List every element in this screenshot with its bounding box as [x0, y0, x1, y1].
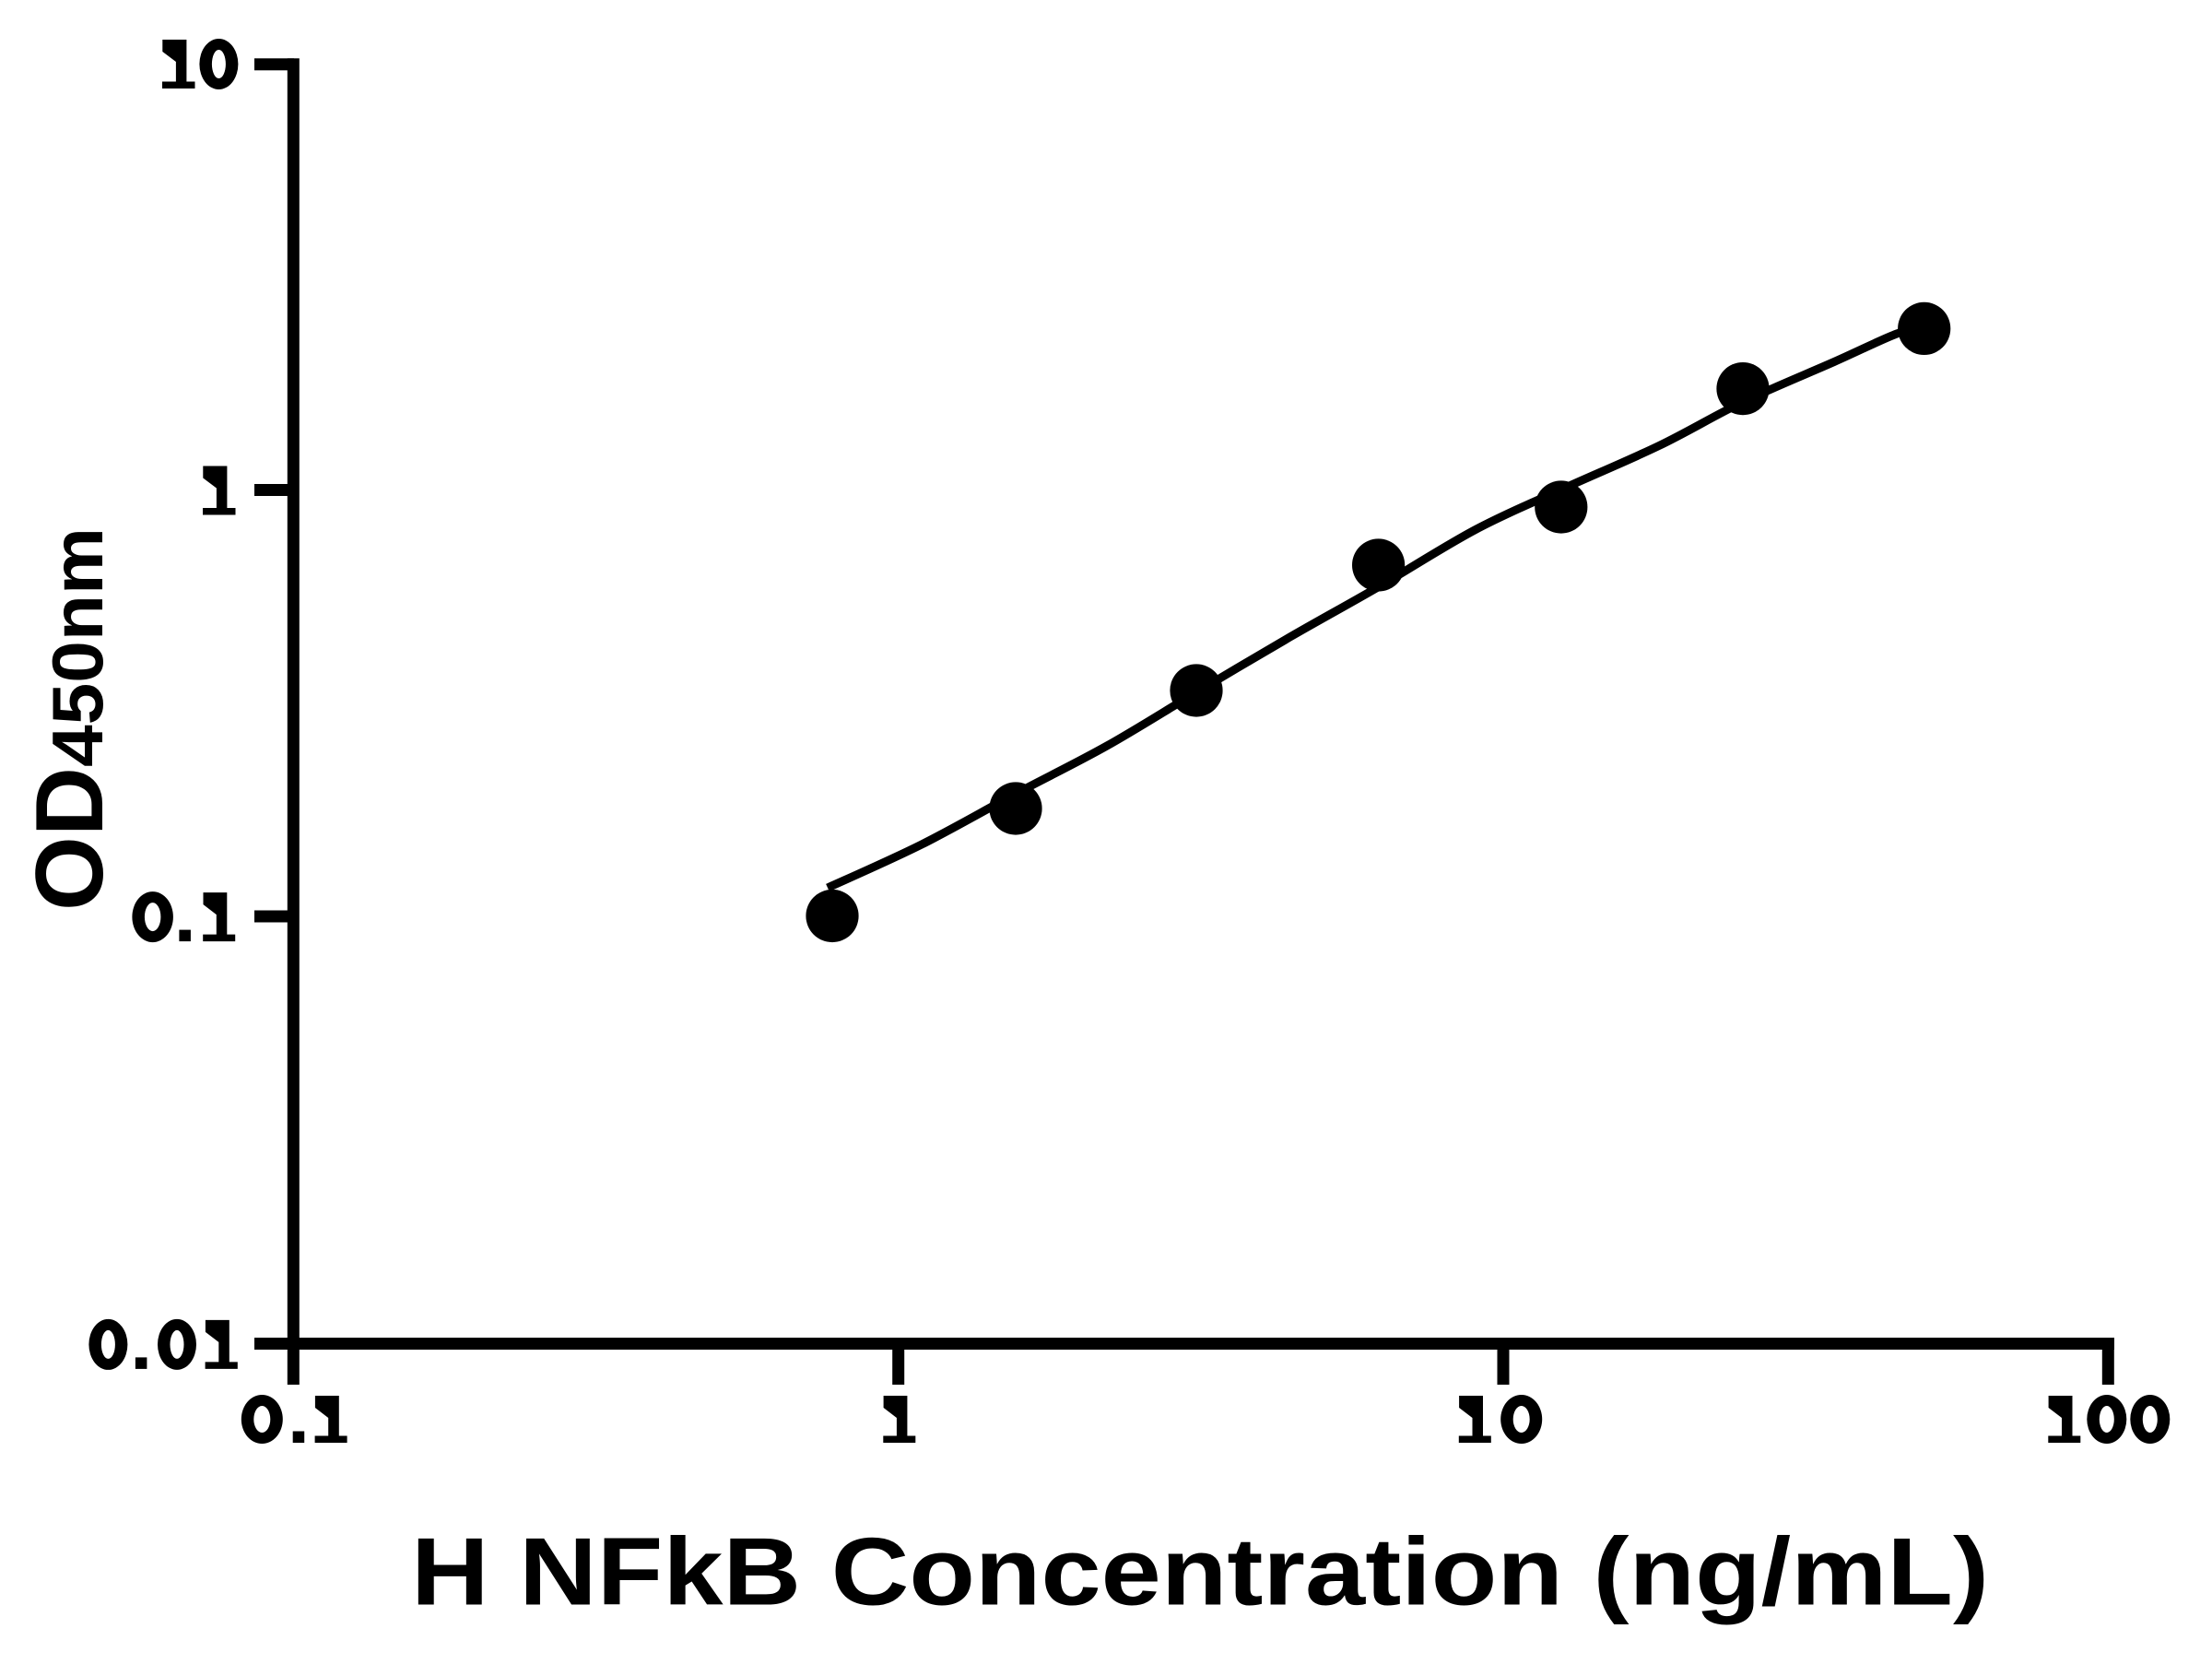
svg-text:OD450nm: OD450nm	[17, 527, 124, 911]
svg-text:H NFkB Concentration (ng/mL): H NFkB Concentration (ng/mL)	[411, 1518, 1989, 1625]
